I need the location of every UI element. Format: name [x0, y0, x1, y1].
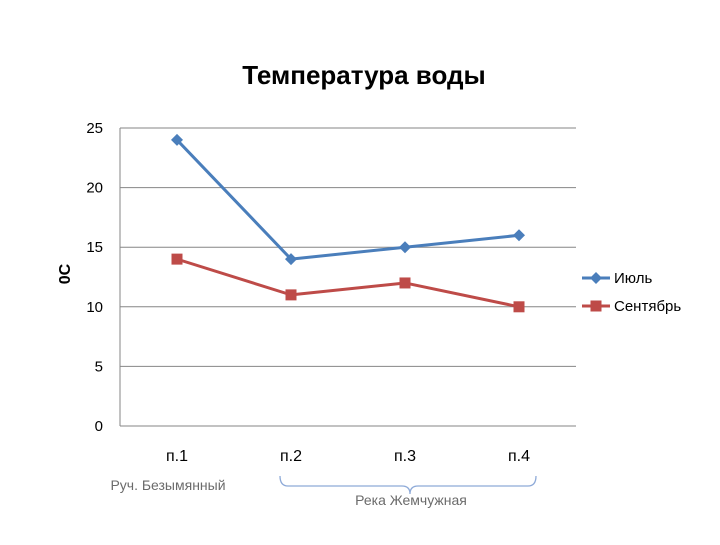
data-point	[590, 300, 602, 312]
series-layer	[171, 133, 525, 313]
legend-label: Сентябрь	[614, 298, 681, 315]
stream-annotation: Руч. Безымянный	[110, 477, 225, 493]
y-tick-label: 25	[86, 120, 103, 137]
x-tick-label: п.4	[508, 448, 530, 465]
data-point	[399, 241, 411, 254]
series-1	[171, 133, 525, 266]
x-tick-labels: п.1 п.2 п.3 п.4	[166, 448, 530, 465]
x-tick-label: п.1	[166, 448, 188, 465]
y-tick-label: 5	[95, 358, 103, 375]
data-point	[590, 272, 602, 284]
data-point	[513, 229, 525, 242]
series-2	[171, 253, 525, 313]
y-axis-label: 0С	[57, 263, 74, 284]
data-point	[285, 289, 297, 301]
data-point	[171, 133, 183, 146]
chart-title: Температура воды	[242, 60, 485, 90]
y-tick-label: 20	[86, 180, 103, 197]
river-annotation: Река Жемчужная	[355, 492, 467, 508]
x-tick-label: п.3	[394, 448, 416, 465]
river-bracket	[279, 475, 537, 495]
gridlines	[119, 127, 576, 427]
data-point	[513, 301, 525, 313]
y-tick-label: 10	[86, 299, 103, 316]
y-tick-label: 15	[86, 239, 103, 256]
y-tick-label: 0	[95, 418, 103, 435]
y-tick-labels: 0 5 10 15 20 25	[86, 120, 103, 435]
legend-label: Июль	[614, 270, 652, 287]
x-tick-label: п.2	[280, 448, 302, 465]
series-line	[175, 138, 520, 261]
legend: Июль Сентябрь	[582, 270, 681, 315]
data-point	[171, 253, 183, 265]
data-point	[285, 253, 297, 266]
series-line	[176, 257, 520, 309]
data-point	[399, 277, 411, 289]
